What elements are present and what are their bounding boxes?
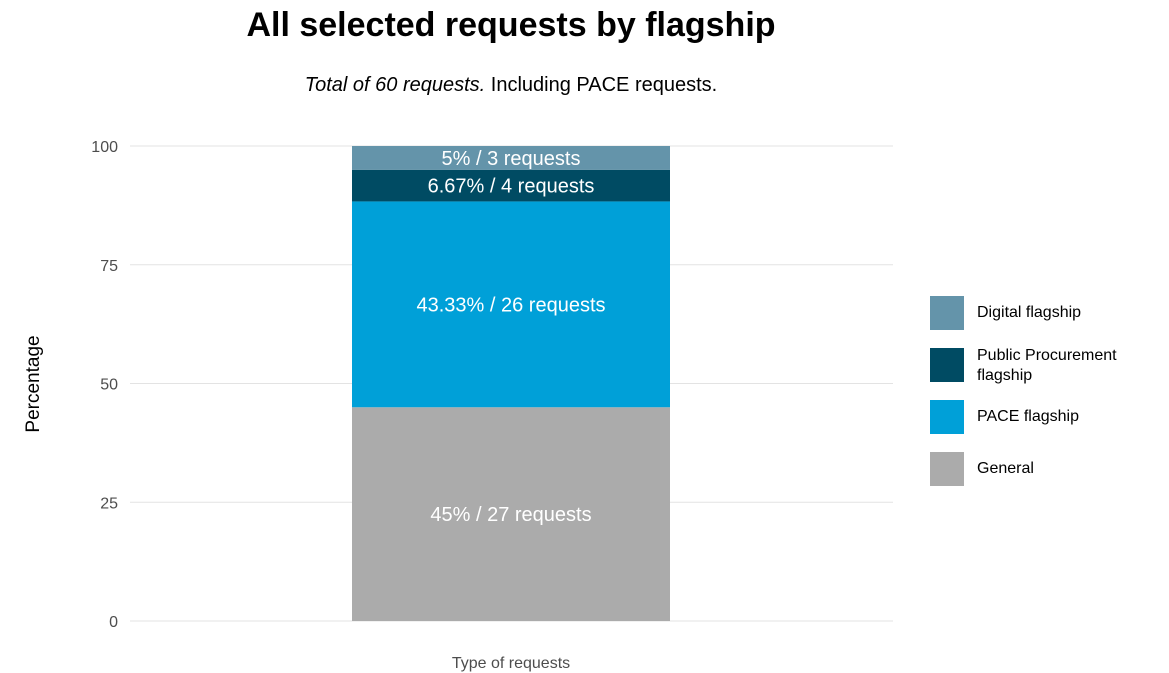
- x-axis-label: Type of requests: [452, 655, 570, 672]
- legend-swatch: [930, 400, 964, 434]
- legend-swatch: [930, 348, 964, 382]
- y-tick-label: 100: [91, 139, 118, 156]
- data-label: 43.33% / 26 requests: [416, 294, 605, 316]
- legend-swatch: [930, 452, 964, 486]
- chart-subtitle: Total of 60 requests. Including PACE req…: [0, 74, 1022, 97]
- chart-title: All selected requests by flagship: [246, 6, 776, 44]
- y-tick-label: 75: [100, 258, 118, 275]
- y-tick-label: 50: [100, 377, 118, 394]
- data-label: 6.67% / 4 requests: [428, 176, 595, 198]
- y-tick-label: 0: [109, 614, 118, 631]
- legend-label: Digital flagship: [977, 304, 1082, 321]
- legend-label: PACE flagship: [977, 408, 1079, 425]
- bar-segment-pace-flagship: [352, 201, 670, 408]
- bar-segment-public-procurement-flagship: [352, 169, 670, 202]
- data-label: 45% / 27 requests: [430, 504, 591, 526]
- legend-swatch: [930, 296, 964, 330]
- bar-segment-digital-flagship: [352, 146, 670, 170]
- data-label: 5% / 3 requests: [442, 148, 581, 170]
- subtitle-note: Including PACE requests.: [485, 74, 718, 96]
- y-tick-label: 25: [100, 495, 118, 512]
- bar-segment-general: [352, 407, 670, 621]
- legend-label: General: [977, 460, 1034, 477]
- subtitle-total: Total of 60 requests.: [304, 74, 486, 96]
- legend-label: Public Procurement flagship: [977, 347, 1117, 384]
